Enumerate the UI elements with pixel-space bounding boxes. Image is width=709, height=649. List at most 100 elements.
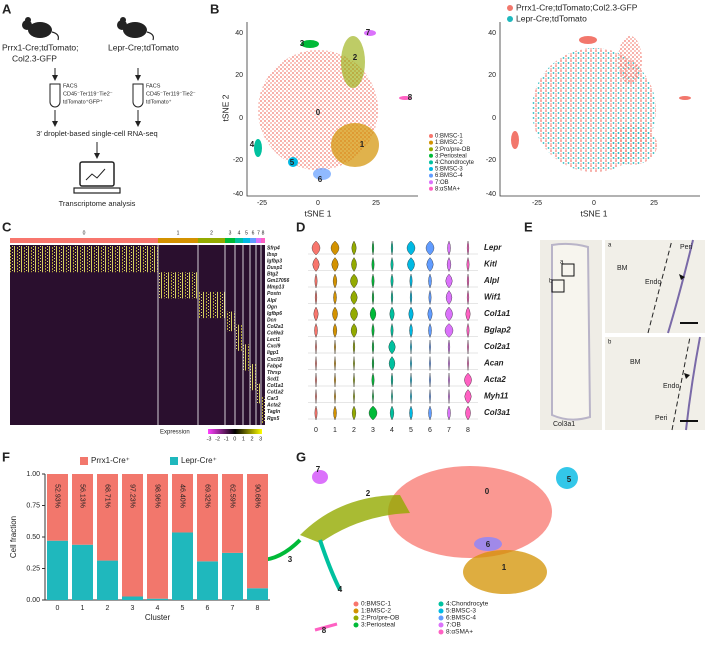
bar-segment [222, 474, 243, 553]
gene-label: Gm17056 [267, 278, 289, 284]
y-tick-label: -20 [233, 157, 243, 164]
arrowhead [684, 373, 690, 379]
cluster-number: 0 [83, 230, 86, 236]
y-tick-label: 1.00 [26, 471, 40, 478]
region-label: Peri [680, 244, 693, 251]
y-tick-label: 20 [235, 72, 243, 79]
violin [369, 306, 377, 322]
legend-label: Prrx1-Cre⁺ [91, 456, 130, 465]
violin [425, 240, 435, 256]
gene-label: Col2a1 [484, 342, 511, 351]
violin [448, 389, 450, 404]
facs-label: FACS [146, 83, 161, 89]
value-label: 46.40% [179, 484, 186, 508]
violin [448, 356, 450, 371]
violin [371, 356, 375, 371]
legend-swatch [429, 160, 433, 165]
violin [350, 290, 358, 305]
legend-label: 6:BMSC-4 [435, 173, 463, 179]
violin [388, 356, 396, 371]
region-label: Endo [645, 279, 661, 286]
violin [315, 339, 317, 355]
violin [333, 290, 337, 305]
bar-segment [197, 474, 218, 562]
legend-label: Lepr-Cre⁺ [181, 456, 217, 465]
cluster-cloud [388, 466, 552, 558]
x-tick-label: 6 [428, 427, 432, 434]
violin [464, 389, 472, 404]
heatmap-block [10, 246, 158, 273]
violin [410, 356, 412, 371]
cluster-cloud [314, 622, 338, 632]
cluster-bar [158, 238, 198, 243]
tsne-genotype [511, 36, 691, 172]
legend-label: 4:Chondrocyte [446, 601, 489, 608]
computer-screen-line [85, 168, 106, 181]
legend-swatch [429, 147, 433, 152]
cluster-cloud [300, 495, 410, 543]
y-tick-label: -40 [233, 191, 243, 198]
violin [368, 405, 378, 421]
legend-swatch [353, 601, 359, 607]
legend-swatch [80, 457, 88, 465]
x-tick-label: -25 [257, 200, 267, 207]
genotype-cloud [579, 36, 597, 44]
violin [371, 290, 375, 305]
violin [466, 240, 470, 256]
bar-segment [122, 474, 143, 597]
legend-swatch [429, 167, 433, 171]
violin [464, 372, 472, 388]
velocity-embedding [259, 466, 578, 632]
legend-label: 5:BMSC-3 [446, 608, 476, 615]
bar-segment [122, 596, 143, 600]
violin [372, 389, 374, 404]
cluster-number: 6 [318, 175, 323, 184]
bar-segment [247, 588, 268, 600]
x-tick-label: 1 [81, 605, 85, 612]
legend-label: 6:BMSC-4 [446, 615, 476, 622]
violin [314, 405, 318, 421]
x-tick-label: 5 [181, 605, 185, 612]
panel-label: G [296, 449, 306, 464]
legend-swatch [353, 608, 359, 614]
violin [410, 372, 412, 388]
gene-label: Acta2 [266, 403, 281, 409]
cluster-number: 1 [502, 563, 507, 572]
violin [391, 389, 393, 404]
violin [311, 240, 321, 256]
x-tick-label: 0 [316, 200, 320, 207]
gene-label: Col9a3 [267, 331, 284, 337]
box-label: a [560, 260, 564, 266]
x-tick-label: 3 [131, 605, 135, 612]
gene-label: Lect1 [267, 337, 280, 343]
gene-label: Col1a2 [267, 390, 284, 396]
violin [446, 257, 452, 272]
violin [466, 322, 470, 339]
cluster-bar [243, 238, 250, 243]
scale-bar [680, 322, 698, 324]
panel-label: C [2, 219, 12, 234]
bar-segment [197, 561, 218, 600]
violin [334, 356, 336, 371]
region-label: BM [630, 359, 641, 366]
x-tick-label: 25 [372, 200, 380, 207]
gene-label: Acta2 [483, 375, 506, 384]
x-tick-label: 1 [333, 427, 337, 434]
cluster-number: 5 [567, 475, 572, 484]
violin [331, 257, 339, 272]
heatmap-block [256, 383, 261, 404]
violin [390, 273, 394, 289]
y-tick-label: 20 [488, 72, 496, 79]
gene-label: Car3 [267, 396, 278, 402]
violin [388, 339, 396, 355]
violin [448, 372, 450, 388]
axis-line [246, 22, 418, 197]
facs-label: CD45⁻Ter119⁻Tie2⁻ [146, 91, 196, 97]
heatmap-block [158, 272, 198, 299]
x-tick-label: 0 [592, 200, 596, 207]
cluster-number: 8 [408, 93, 413, 102]
violin [371, 240, 375, 256]
gene-label: Cxcl10 [267, 357, 283, 363]
x-axis-label: tSNE 1 [581, 208, 608, 218]
panel-e-images [540, 239, 705, 431]
